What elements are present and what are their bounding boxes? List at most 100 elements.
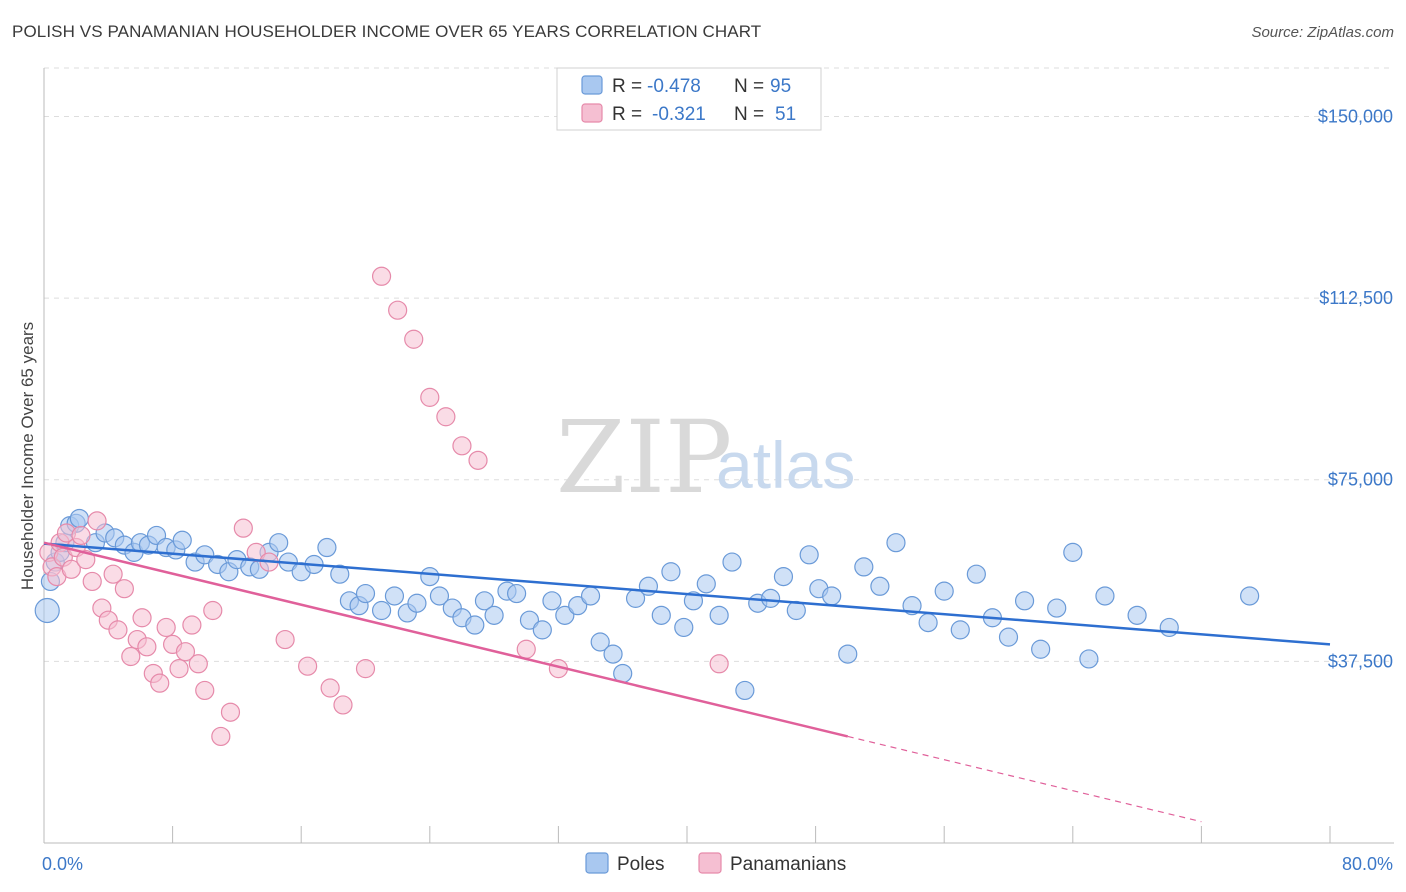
poles-point: [799, 545, 819, 565]
panamanians-point: [211, 726, 231, 747]
panamanians-point: [516, 639, 536, 659]
poles-point: [918, 613, 938, 633]
panamanians-point: [103, 564, 123, 584]
panamanians-trend-line: [43, 541, 849, 738]
poles-point: [1047, 598, 1067, 618]
poles-point: [172, 530, 192, 550]
panamanians-point: [150, 673, 170, 693]
legend-n-label: N =: [734, 76, 764, 97]
poles-point: [934, 581, 954, 601]
poles-point: [709, 605, 729, 625]
poles-point: [1014, 591, 1035, 611]
y-tick-label: $75,000: [1328, 470, 1393, 490]
poles-point: [773, 566, 794, 587]
poles-point: [1063, 542, 1083, 562]
poles-point: [474, 591, 495, 611]
poles-point: [371, 600, 392, 621]
panamanians-point: [420, 387, 440, 407]
panamanians-point: [121, 646, 141, 667]
panamanians-point: [333, 695, 353, 715]
panamanians-point: [156, 617, 176, 638]
bottom-legend-label-poles: Poles: [617, 854, 665, 875]
poles-point: [603, 644, 623, 664]
correlation-legend: R = -0.478 N = 95 R = -0.321 N = 51: [556, 67, 822, 131]
panamanians-point: [436, 407, 456, 427]
poles-point: [590, 632, 610, 652]
panamanians-point: [82, 571, 102, 592]
panamanians-point: [132, 608, 152, 628]
panamanians-point: [61, 559, 81, 579]
legend-n-value: 51: [775, 104, 796, 125]
poles-point: [465, 615, 485, 635]
poles-point: [69, 508, 89, 529]
panamanians-point: [71, 525, 91, 546]
series-legend: Poles Panamanians: [585, 852, 846, 875]
panamanians-point: [175, 642, 196, 662]
legend-n-value: 95: [770, 76, 791, 97]
poles-point: [735, 680, 755, 701]
legend-r-value: -0.321: [652, 104, 706, 125]
panamanians-point: [188, 654, 208, 674]
panamanians-point: [371, 266, 392, 286]
bottom-legend-swatch-poles: [585, 852, 609, 874]
legend-r-label: R =: [612, 76, 642, 97]
watermark-zip: ZIP: [556, 399, 732, 516]
poles-point: [1159, 617, 1179, 638]
chart-title: POLISH VS PANAMANIAN HOUSEHOLDER INCOME …: [12, 22, 762, 41]
watermark-atlas: atlas: [716, 428, 855, 502]
poles-point: [429, 586, 450, 606]
y-axis-title: Householder Income Over 65 years: [18, 322, 37, 590]
poles-point: [317, 537, 337, 558]
poles-point: [854, 557, 874, 577]
legend-r-value: -0.478: [647, 76, 701, 97]
poles-point: [568, 596, 588, 616]
panamanians-point: [275, 629, 295, 650]
legend-swatch-panamanians: [581, 103, 603, 123]
y-tick-label: $150,000: [1318, 106, 1393, 126]
poles-point: [330, 564, 350, 584]
poles-point: [822, 586, 842, 606]
x-tick-label: 80.0%: [1342, 854, 1393, 874]
panamanians-point: [404, 329, 424, 349]
poles-point: [870, 576, 890, 596]
poles-point: [1079, 649, 1099, 669]
panamanians-point: [468, 450, 488, 470]
poles-point: [1127, 605, 1147, 625]
panamanians-point: [233, 518, 253, 538]
poles-point: [674, 617, 694, 638]
bottom-legend-swatch-panamanians: [698, 852, 722, 874]
poles-point: [420, 566, 440, 587]
poles-point: [966, 564, 986, 584]
poles-point: [661, 562, 681, 582]
panamanians-point: [169, 659, 189, 679]
poles-point: [950, 620, 970, 640]
poles-point: [507, 583, 527, 604]
poles-point: [542, 591, 562, 611]
poles-point: [484, 605, 504, 625]
poles-point: [722, 552, 742, 572]
panamanians-point: [76, 550, 96, 570]
poles-point: [355, 583, 376, 604]
panamanians-point: [108, 620, 128, 640]
poles-point: [683, 591, 704, 611]
watermark: ZIP atlas: [556, 399, 855, 516]
panamanians-point: [137, 637, 157, 657]
poles-point: [651, 605, 671, 625]
poles-point: [998, 627, 1019, 647]
bottom-legend-label-panamanians: Panamanians: [730, 854, 846, 875]
poles-point: [760, 588, 781, 608]
poles-point: [34, 597, 60, 624]
poles-point: [1095, 586, 1115, 606]
legend-swatch-poles: [581, 75, 603, 95]
y-tick-labels: $37,500 $75,000 $112,500 $150,000: [1318, 106, 1393, 671]
legend-r-label: R =: [612, 104, 642, 125]
panamanians-point: [355, 659, 376, 679]
y-tick-label: $37,500: [1328, 651, 1393, 671]
series-poles-points: [34, 508, 1260, 701]
panamanians-point: [114, 579, 134, 599]
panamanians-trend-extension: [847, 735, 1202, 823]
panamanians-point: [709, 654, 729, 674]
panamanians-point: [298, 656, 318, 676]
poles-point: [886, 533, 906, 553]
